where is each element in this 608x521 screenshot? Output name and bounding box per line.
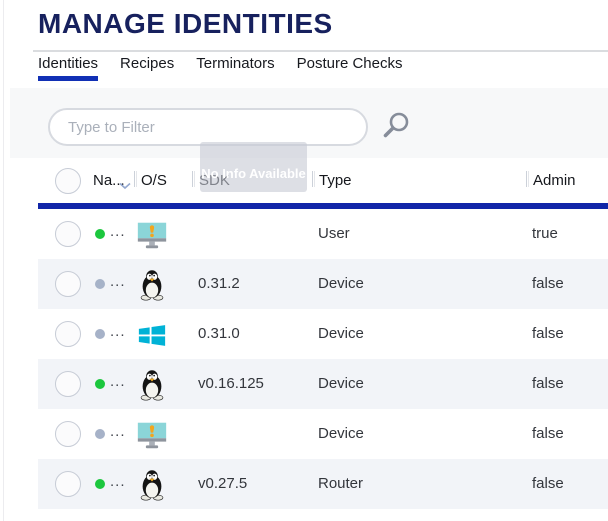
type-cell: Device xyxy=(318,275,364,292)
row-name-truncated: ... xyxy=(110,273,126,290)
filter-pill xyxy=(48,108,368,146)
tab-bar: Identities Recipes Terminators Posture C… xyxy=(38,55,403,81)
table-body: ... User true ... 0.31.2 Device false xyxy=(38,209,608,509)
type-cell: Device xyxy=(318,325,364,342)
type-cell: Device xyxy=(318,425,364,442)
admin-cell: true xyxy=(532,225,558,242)
row-name-truncated: ... xyxy=(110,473,126,490)
column-header-admin[interactable]: Admin xyxy=(533,172,576,189)
row-name-truncated: ... xyxy=(110,223,126,240)
status-dot xyxy=(95,429,105,439)
status-dot xyxy=(95,329,105,339)
admin-cell: false xyxy=(532,425,564,442)
filter-input[interactable] xyxy=(68,118,348,136)
column-header-type[interactable]: Type xyxy=(319,172,352,189)
table-header-rule xyxy=(38,203,608,209)
sdk-cell: 0.31.0 xyxy=(198,325,240,342)
select-all-checkbox[interactable] xyxy=(55,168,81,194)
row-checkbox[interactable] xyxy=(55,371,81,397)
status-dot xyxy=(95,379,105,389)
chevron-down-icon[interactable] xyxy=(119,177,131,194)
page-title: MANAGE IDENTITIES xyxy=(38,8,333,39)
status-dot xyxy=(95,279,105,289)
type-cell: Router xyxy=(318,475,364,492)
column-divider[interactable] xyxy=(526,171,527,187)
desktop-icon xyxy=(134,218,170,252)
table-row[interactable]: ... v0.16.125 Device false xyxy=(38,359,608,409)
tab-recipes[interactable]: Recipes xyxy=(120,55,175,72)
sdk-cell: v0.27.5 xyxy=(198,475,248,492)
tab-terminators[interactable]: Terminators xyxy=(196,55,275,72)
column-divider[interactable] xyxy=(134,171,135,187)
no-info-tooltip: No Info Available xyxy=(200,142,307,192)
tab-identities[interactable]: Identities xyxy=(38,55,99,81)
search-button[interactable] xyxy=(380,110,412,144)
magnifier-icon xyxy=(383,112,409,138)
sdk-cell: v0.16.125 xyxy=(198,375,264,392)
tab-posture-checks[interactable]: Posture Checks xyxy=(296,55,403,72)
row-checkbox[interactable] xyxy=(55,321,81,347)
admin-cell: false xyxy=(532,275,564,292)
column-header-name[interactable]: Na... xyxy=(93,172,125,189)
admin-cell: false xyxy=(532,475,564,492)
admin-cell: false xyxy=(532,375,564,392)
row-name-truncated: ... xyxy=(110,373,126,390)
sdk-cell: 0.31.2 xyxy=(198,275,240,292)
table-row[interactable]: ... v0.27.5 Router false xyxy=(38,459,608,509)
type-cell: Device xyxy=(318,375,364,392)
status-dot xyxy=(95,479,105,489)
header-divider xyxy=(33,50,608,52)
admin-cell: false xyxy=(532,325,564,342)
linux-icon xyxy=(134,368,170,402)
windows-icon xyxy=(134,318,170,352)
table-row[interactable]: ... 0.31.0 Device false xyxy=(38,309,608,359)
column-header-os[interactable]: O/S xyxy=(141,172,167,189)
table-row[interactable]: ... 0.31.2 Device false xyxy=(38,259,608,309)
table-row[interactable]: ... Device false xyxy=(38,409,608,459)
row-name-truncated: ... xyxy=(110,323,126,340)
linux-icon xyxy=(134,268,170,302)
type-cell: User xyxy=(318,225,350,242)
panel-left-edge xyxy=(3,0,4,521)
column-divider[interactable] xyxy=(192,171,193,187)
row-name-truncated: ... xyxy=(110,423,126,440)
row-checkbox[interactable] xyxy=(55,421,81,447)
table-row[interactable]: ... User true xyxy=(38,209,608,259)
column-divider[interactable] xyxy=(312,171,313,187)
status-dot xyxy=(95,229,105,239)
row-checkbox[interactable] xyxy=(55,221,81,247)
row-checkbox[interactable] xyxy=(55,271,81,297)
desktop-icon xyxy=(134,418,170,452)
linux-icon xyxy=(134,468,170,502)
row-checkbox[interactable] xyxy=(55,471,81,497)
